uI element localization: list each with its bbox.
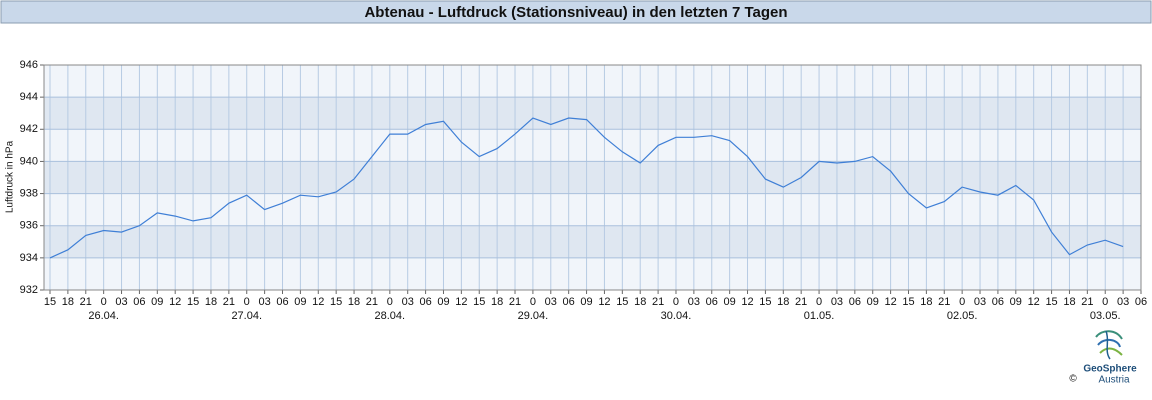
y-tick-label: 946 [20,59,38,71]
y-tick-label: 944 [20,91,38,103]
x-tick-label: 03 [115,296,127,308]
x-tick-label: 09 [151,296,163,308]
x-tick-label: 0 [530,296,536,308]
y-tick-label: 934 [20,252,38,264]
date-label: 30.04. [661,310,692,322]
x-tick-label: 18 [348,296,360,308]
y-tick-label: 938 [20,187,38,199]
x-tick-label: 03 [402,296,414,308]
x-tick-label: 09 [294,296,306,308]
date-label: 28.04. [375,310,406,322]
x-tick-label: 0 [244,296,250,308]
x-tick-label: 12 [884,296,896,308]
band [44,193,1141,226]
y-axis-label: Luftdruck in hPa [5,140,16,213]
x-tick-label: 21 [80,296,92,308]
x-tick-label: 03 [258,296,270,308]
x-tick-label: 03 [974,296,986,308]
plot-border [43,64,1142,291]
title-bar [0,0,1152,24]
x-tick-label: 03 [1117,296,1129,308]
x-tick-label: 18 [920,296,932,308]
band [44,225,1141,258]
x-tick-label: 0 [101,296,107,308]
y-tick-label: 942 [20,123,38,135]
x-tick-label: 0 [387,296,393,308]
chart-title: Abtenau - Luftdruck (Stationsniveau) in … [364,4,787,21]
x-tick-label: 06 [706,296,718,308]
x-tick-label: 15 [1045,296,1057,308]
date-label: 01.05. [804,310,835,322]
x-tick-label: 12 [169,296,181,308]
x-tick-label: 21 [1081,296,1093,308]
x-tick-label: 12 [1028,296,1040,308]
band [44,257,1141,290]
y-tick-label: 940 [20,155,38,167]
x-tick-label: 21 [509,296,521,308]
x-tick-label: 09 [437,296,449,308]
date-label: 02.05. [947,310,978,322]
x-tick-label: 12 [455,296,467,308]
x-tick-label: 06 [563,296,575,308]
x-tick-label: 06 [992,296,1004,308]
x-tick-label: 18 [62,296,74,308]
x-tick-label: 06 [133,296,145,308]
x-tick-label: 06 [419,296,431,308]
x-tick-label: 18 [1063,296,1075,308]
x-tick-label: 18 [777,296,789,308]
x-tick-label: 09 [724,296,736,308]
x-tick-label: 18 [634,296,646,308]
x-tick-label: 12 [741,296,753,308]
y-tick-label: 936 [20,220,38,232]
x-tick-label: 21 [795,296,807,308]
x-tick-label: 21 [652,296,664,308]
x-tick-label: 06 [1135,296,1147,308]
x-tick-label: 12 [312,296,324,308]
x-tick-label: 09 [867,296,879,308]
credit-name: GeoSphere [1083,364,1137,375]
x-tick-label: 0 [673,296,679,308]
x-tick-label: 0 [816,296,822,308]
x-tick-label: 15 [330,296,342,308]
x-tick-label: 0 [1102,296,1108,308]
band [44,129,1141,162]
pressure-line [49,117,1124,259]
x-tick-label: 06 [849,296,861,308]
x-tick-label: 15 [187,296,199,308]
x-tick-label: 18 [205,296,217,308]
x-tick-label: 15 [759,296,771,308]
x-tick-label: 12 [598,296,610,308]
date-label: 03.05. [1090,310,1121,322]
x-tick-label: 15 [473,296,485,308]
x-tick-label: 15 [44,296,56,308]
x-tick-label: 21 [366,296,378,308]
date-label: 29.04. [518,310,549,322]
y-tick-label: 932 [20,284,38,296]
x-tick-label: 0 [959,296,965,308]
band [44,65,1141,98]
x-tick-label: 06 [276,296,288,308]
credit-symbol: © [1069,374,1077,385]
x-tick-label: 03 [545,296,557,308]
x-tick-label: 03 [688,296,700,308]
x-tick-label: 03 [831,296,843,308]
x-tick-label: 09 [1010,296,1022,308]
date-label: 27.04. [231,310,262,322]
band [44,161,1141,194]
band [44,97,1141,130]
credit-country: Austria [1098,375,1130,386]
x-tick-label: 09 [580,296,592,308]
x-tick-label: 15 [616,296,628,308]
logo [1095,330,1123,360]
date-label: 26.04. [88,310,119,322]
x-tick-label: 18 [491,296,503,308]
x-tick-label: 15 [902,296,914,308]
x-tick-label: 21 [223,296,235,308]
x-tick-label: 21 [938,296,950,308]
